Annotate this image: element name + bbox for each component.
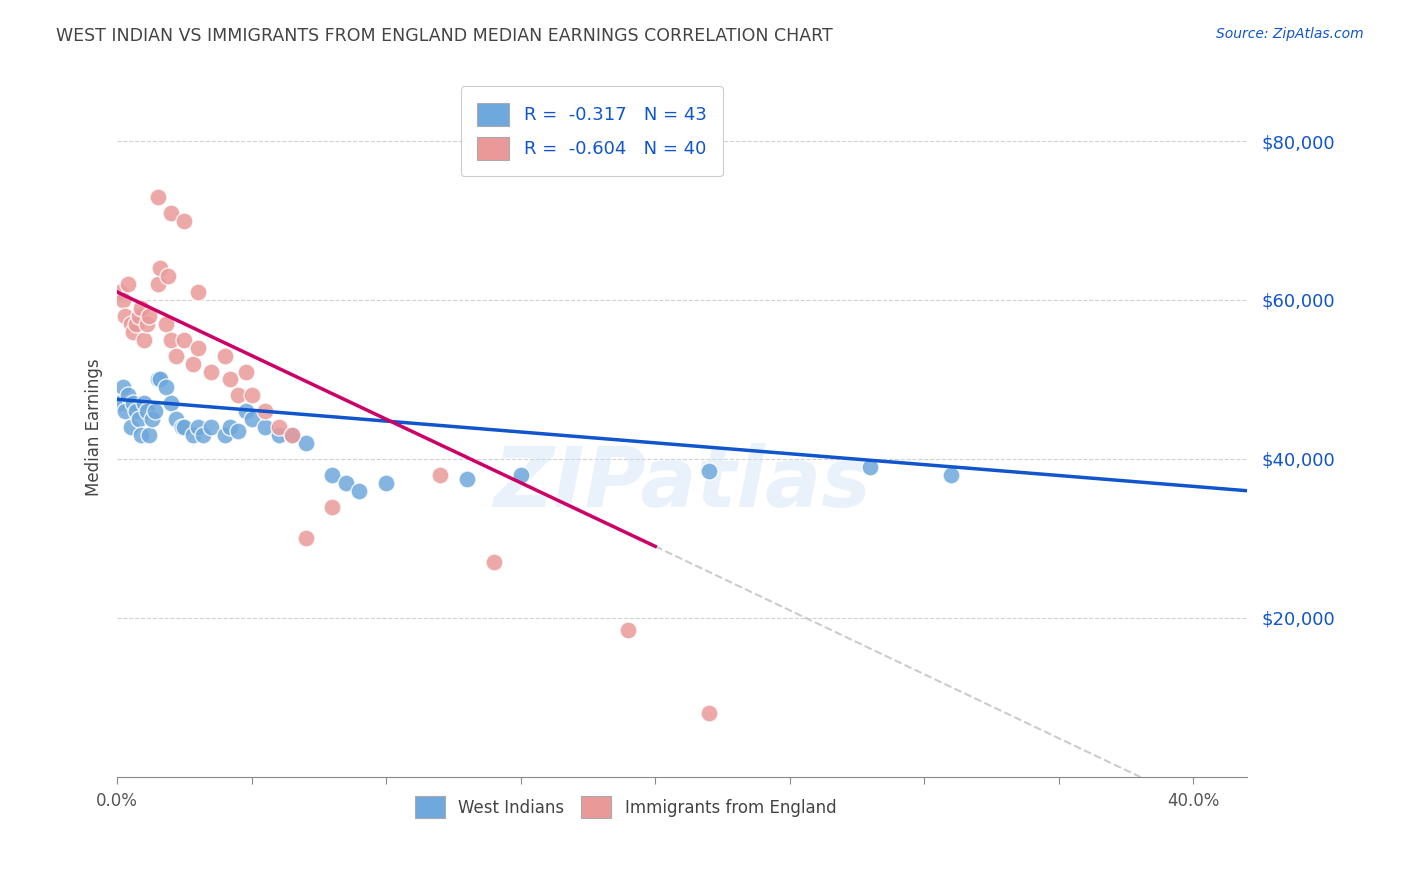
Point [214,428,236,442]
Point [131,428,153,442]
Point [193,428,215,442]
Point [160,396,183,410]
Point [240,388,263,402]
Point [111,293,134,307]
Point [429,467,451,482]
Point [187,341,209,355]
Point [281,428,304,442]
Point [132,333,155,347]
Point [335,475,357,490]
Point [941,467,963,482]
Point [122,325,145,339]
Point [114,404,136,418]
Point [254,420,277,434]
Text: Source: ZipAtlas.com: Source: ZipAtlas.com [1216,27,1364,41]
Point [294,436,316,450]
Point [146,372,169,386]
Text: ZIPatlas: ZIPatlas [494,442,872,524]
Point [294,532,316,546]
Point [143,404,166,418]
Point [125,317,148,331]
Point [157,269,180,284]
Point [181,428,204,442]
Point [200,364,222,378]
Point [235,364,257,378]
Point [108,285,131,299]
Point [117,277,139,291]
Point [173,333,195,347]
Legend: West Indians, Immigrants from England: West Indians, Immigrants from England [409,789,842,824]
Point [187,285,209,299]
Point [456,472,478,486]
Point [281,428,304,442]
Point [128,412,150,426]
Point [321,500,343,514]
Point [155,317,177,331]
Point [226,424,249,438]
Point [149,261,172,276]
Point [173,213,195,227]
Point [235,404,257,418]
Point [181,357,204,371]
Point [254,404,277,418]
Point [509,467,531,482]
Point [214,349,236,363]
Point [267,428,290,442]
Point [697,706,720,721]
Point [160,205,183,219]
Point [135,317,157,331]
Point [617,623,640,637]
Point [187,420,209,434]
Point [240,412,263,426]
Point [149,372,172,386]
Point [122,396,145,410]
Point [138,428,160,442]
Point [160,333,183,347]
Point [226,388,249,402]
Point [131,301,153,315]
Point [219,372,242,386]
Point [173,420,195,434]
Point [114,309,136,323]
Point [138,309,160,323]
Point [146,189,169,203]
Point [132,396,155,410]
Point [128,309,150,323]
Point [170,420,193,434]
Point [267,420,290,434]
Point [141,412,163,426]
Point [146,277,169,291]
Point [125,404,148,418]
Point [165,412,187,426]
Text: WEST INDIAN VS IMMIGRANTS FROM ENGLAND MEDIAN EARNINGS CORRELATION CHART: WEST INDIAN VS IMMIGRANTS FROM ENGLAND M… [56,27,832,45]
Point [117,388,139,402]
Point [349,483,371,498]
Point [120,317,142,331]
Point [200,420,222,434]
Point [108,396,131,410]
Point [111,380,134,394]
Point [321,467,343,482]
Point [155,380,177,394]
Point [375,475,398,490]
Point [165,349,187,363]
Point [482,555,505,569]
Point [135,404,157,418]
Point [120,420,142,434]
Y-axis label: Median Earnings: Median Earnings [86,359,103,496]
Point [697,464,720,478]
Point [859,459,882,474]
Point [219,420,242,434]
